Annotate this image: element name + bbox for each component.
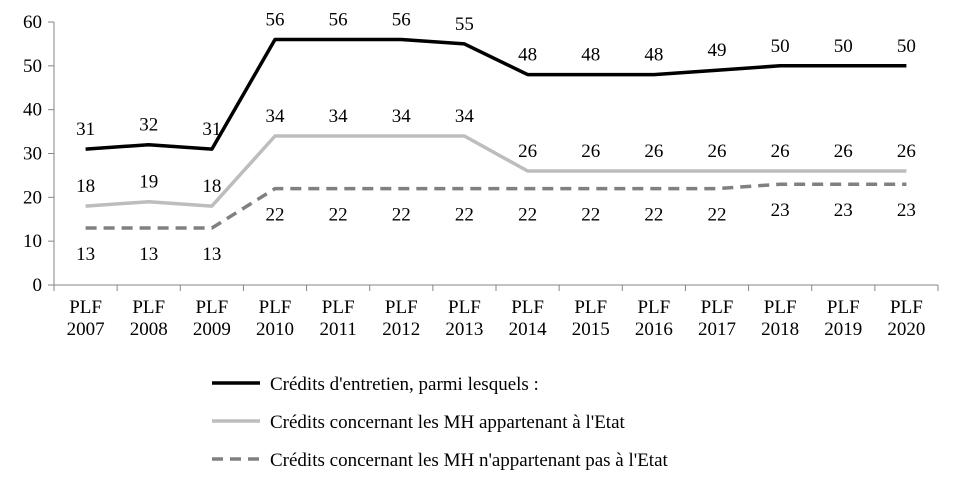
series-line-2 xyxy=(85,134,907,208)
x-tick-label: PLF 2015 xyxy=(572,297,610,340)
data-label: 49 xyxy=(708,40,727,61)
chart-legend: Crédits d'entretien, parmi lesquels : Cré… xyxy=(212,374,669,471)
data-label: 56 xyxy=(266,10,285,31)
x-tick-label: PLF 2014 xyxy=(509,297,548,340)
data-label: 22 xyxy=(392,205,411,226)
data-label: 26 xyxy=(897,141,916,162)
series-line-3 xyxy=(85,182,907,230)
data-label: 22 xyxy=(644,205,663,226)
data-label: 13 xyxy=(76,244,95,265)
data-label: 22 xyxy=(518,205,537,226)
x-tick-label: PLF 2009 xyxy=(193,297,231,340)
data-label: 22 xyxy=(455,205,474,226)
data-label: 34 xyxy=(266,106,286,127)
data-label: 26 xyxy=(581,141,600,162)
data-label: 56 xyxy=(329,10,348,31)
data-label: 48 xyxy=(644,45,663,66)
data-label: 55 xyxy=(455,14,474,35)
x-tick-label: PLF 2007 xyxy=(67,297,105,340)
data-label: 34 xyxy=(392,106,412,127)
data-label: 48 xyxy=(581,45,600,66)
x-tick-label: PLF 2011 xyxy=(319,297,356,340)
x-tick-label: PLF 2020 xyxy=(887,297,925,340)
data-label: 23 xyxy=(834,200,853,221)
x-tick-label: PLF 2010 xyxy=(256,297,294,340)
x-tick-label: PLF 2008 xyxy=(130,297,168,340)
data-label: 18 xyxy=(202,176,221,197)
data-label: 23 xyxy=(771,200,790,221)
data-label: 13 xyxy=(202,244,221,265)
series-line-1 xyxy=(85,37,907,151)
y-tick-label: 40 xyxy=(23,100,42,121)
y-tick-label: 30 xyxy=(23,144,42,165)
data-label: 26 xyxy=(518,141,537,162)
data-label: 23 xyxy=(897,200,916,221)
data-label: 26 xyxy=(644,141,663,162)
x-tick-label: PLF 2018 xyxy=(761,297,799,340)
data-label: 22 xyxy=(329,205,348,226)
data-label: 56 xyxy=(392,10,411,31)
x-tick-label: PLF 2017 xyxy=(698,297,736,340)
x-tick-label: PLF 2013 xyxy=(445,297,483,340)
data-label: 34 xyxy=(455,106,475,127)
data-label: 31 xyxy=(202,119,221,140)
data-label: 50 xyxy=(897,36,916,57)
chart-series xyxy=(85,37,907,230)
data-label: 22 xyxy=(708,205,727,226)
data-label: 31 xyxy=(76,119,95,140)
data-label: 26 xyxy=(708,141,727,162)
y-tick-label: 10 xyxy=(23,231,42,252)
y-tick-label: 50 xyxy=(23,56,42,77)
y-tick-label: 0 xyxy=(33,275,43,296)
y-tick-label: 60 xyxy=(23,12,42,33)
chart-data-labels: 31 32 31 56 56 56 55 48 48 48 49 50 50 50 18 19 18 34 34 34… xyxy=(76,10,916,265)
x-tick-label: PLF 2016 xyxy=(635,297,673,340)
data-label: 48 xyxy=(518,45,537,66)
data-label: 13 xyxy=(139,244,158,265)
data-label: 18 xyxy=(76,176,95,197)
data-label: 50 xyxy=(834,36,853,57)
data-label: 26 xyxy=(834,141,853,162)
data-label: 50 xyxy=(771,36,790,57)
x-tick-label: PLF 2019 xyxy=(824,297,862,340)
legend-label-3: Crédits concernant les MH n'appartenant … xyxy=(270,450,669,471)
data-label: 22 xyxy=(266,205,285,226)
y-tick-label: 20 xyxy=(23,187,42,208)
legend-label-2: Crédits concernant les MH appartenant à … xyxy=(270,412,626,433)
legend-label-1: Crédits d'entretien, parmi lesquels : xyxy=(270,374,539,395)
data-label: 26 xyxy=(771,141,790,162)
data-label: 22 xyxy=(581,205,600,226)
x-tick-label: PLF 2012 xyxy=(382,297,420,340)
data-label: 19 xyxy=(139,172,158,193)
data-label: 34 xyxy=(329,106,349,127)
chart-axes: 0 10 20 30 40 50 60 PLF 2007 PLF 2008 PLF 2009 PLF 201… xyxy=(23,12,939,340)
data-label: 32 xyxy=(139,115,158,136)
